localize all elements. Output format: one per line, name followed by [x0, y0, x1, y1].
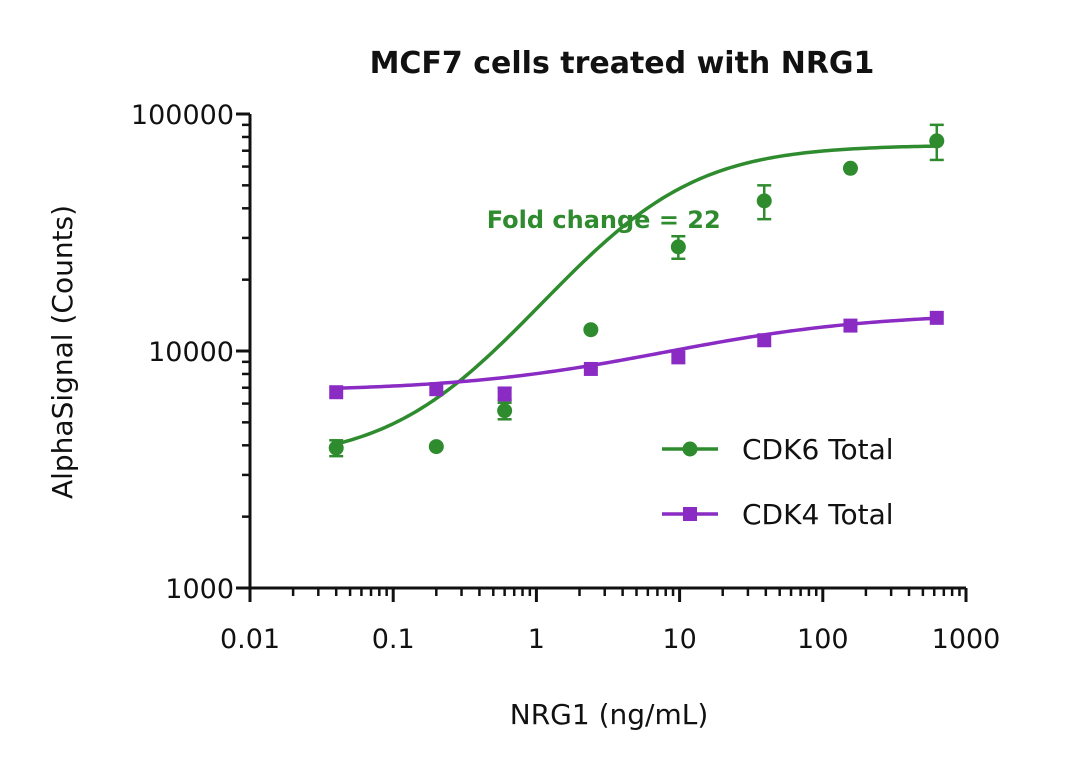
y-tick-label: 100000 [131, 100, 234, 131]
legend-marker [682, 441, 698, 457]
series-cdk4-total [329, 310, 944, 402]
data-point [842, 160, 858, 176]
y-axis-label: AlphaSignal (Counts) [46, 205, 79, 499]
x-axis-label: NRG1 (ng/mL) [510, 698, 709, 731]
data-point [929, 310, 944, 325]
data-point [843, 318, 858, 333]
y-tick-labels: 1000 10000 100000 [131, 100, 234, 605]
legend-item: CDK4 Total [662, 498, 894, 531]
data-point [671, 350, 686, 365]
legend-label: CDK4 Total [742, 498, 894, 531]
legend: CDK6 Total CDK4 Total [662, 433, 894, 531]
x-tick-label: 10 [662, 624, 696, 655]
data-point [328, 440, 344, 456]
fit-curve [334, 144, 939, 446]
legend-label: CDK6 Total [742, 433, 894, 466]
series-cdk6-total [328, 123, 945, 458]
series-layer [328, 123, 945, 458]
data-point [929, 133, 945, 149]
axes [236, 112, 968, 602]
x-tick-label: 1000 [932, 624, 1001, 655]
data-point [756, 193, 772, 209]
x-tick-label: 1 [528, 624, 545, 655]
x-tick-label: 100 [797, 624, 849, 655]
data-point [329, 385, 344, 400]
x-tick-label: 0.1 [372, 624, 415, 655]
y-tick-label: 1000 [165, 574, 234, 605]
data-point [497, 403, 513, 419]
x-tick-labels: 0.01 0.1 1 10 100 1000 [220, 624, 1000, 655]
x-tick-label: 0.01 [220, 624, 280, 655]
data-point [757, 333, 772, 348]
data-point [428, 439, 444, 455]
y-tick-label: 10000 [148, 337, 234, 368]
fold-change-annotation: Fold change = 22 [487, 206, 721, 234]
data-point [583, 361, 598, 376]
legend-marker [683, 507, 697, 521]
data-point [429, 382, 444, 397]
data-point [670, 239, 686, 255]
data-point [583, 322, 599, 338]
legend-item: CDK6 Total [662, 433, 894, 466]
data-point [497, 386, 512, 401]
chart-title: MCF7 cells treated with NRG1 [370, 46, 875, 81]
